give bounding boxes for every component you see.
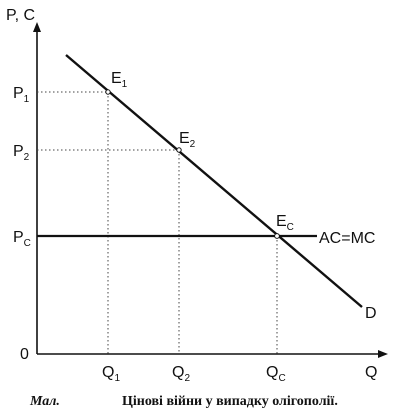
price-label-pc: PC xyxy=(13,229,31,249)
y-axis-arrow xyxy=(33,22,41,32)
price-label-p1: P1 xyxy=(13,85,30,105)
quantity-label-qc: QC xyxy=(266,364,286,384)
point-label-ec: EC xyxy=(276,213,294,233)
demand-line-label: D xyxy=(365,305,377,322)
point-label-e2: E2 xyxy=(179,130,196,150)
cost-line-label: AC=MC xyxy=(319,230,375,247)
quantity-label-q1: Q1 xyxy=(102,364,120,384)
caption-prefix: Мал. xyxy=(29,394,60,409)
point-e2-marker xyxy=(176,147,182,153)
y-axis-label: P, C xyxy=(6,7,35,24)
x-axis-label: Q xyxy=(365,364,377,381)
price-label-p2: P2 xyxy=(13,143,30,163)
point-label-e1: E1 xyxy=(111,70,128,90)
quantity-label-q2: Q2 xyxy=(172,364,190,384)
point-ec-marker xyxy=(274,233,280,239)
demand-line xyxy=(65,54,363,308)
caption-text: Цінові війни у випадку олігополії. xyxy=(122,394,338,409)
x-axis-arrow xyxy=(378,350,388,358)
point-e1-marker xyxy=(105,89,111,95)
origin-label: 0 xyxy=(20,346,29,363)
